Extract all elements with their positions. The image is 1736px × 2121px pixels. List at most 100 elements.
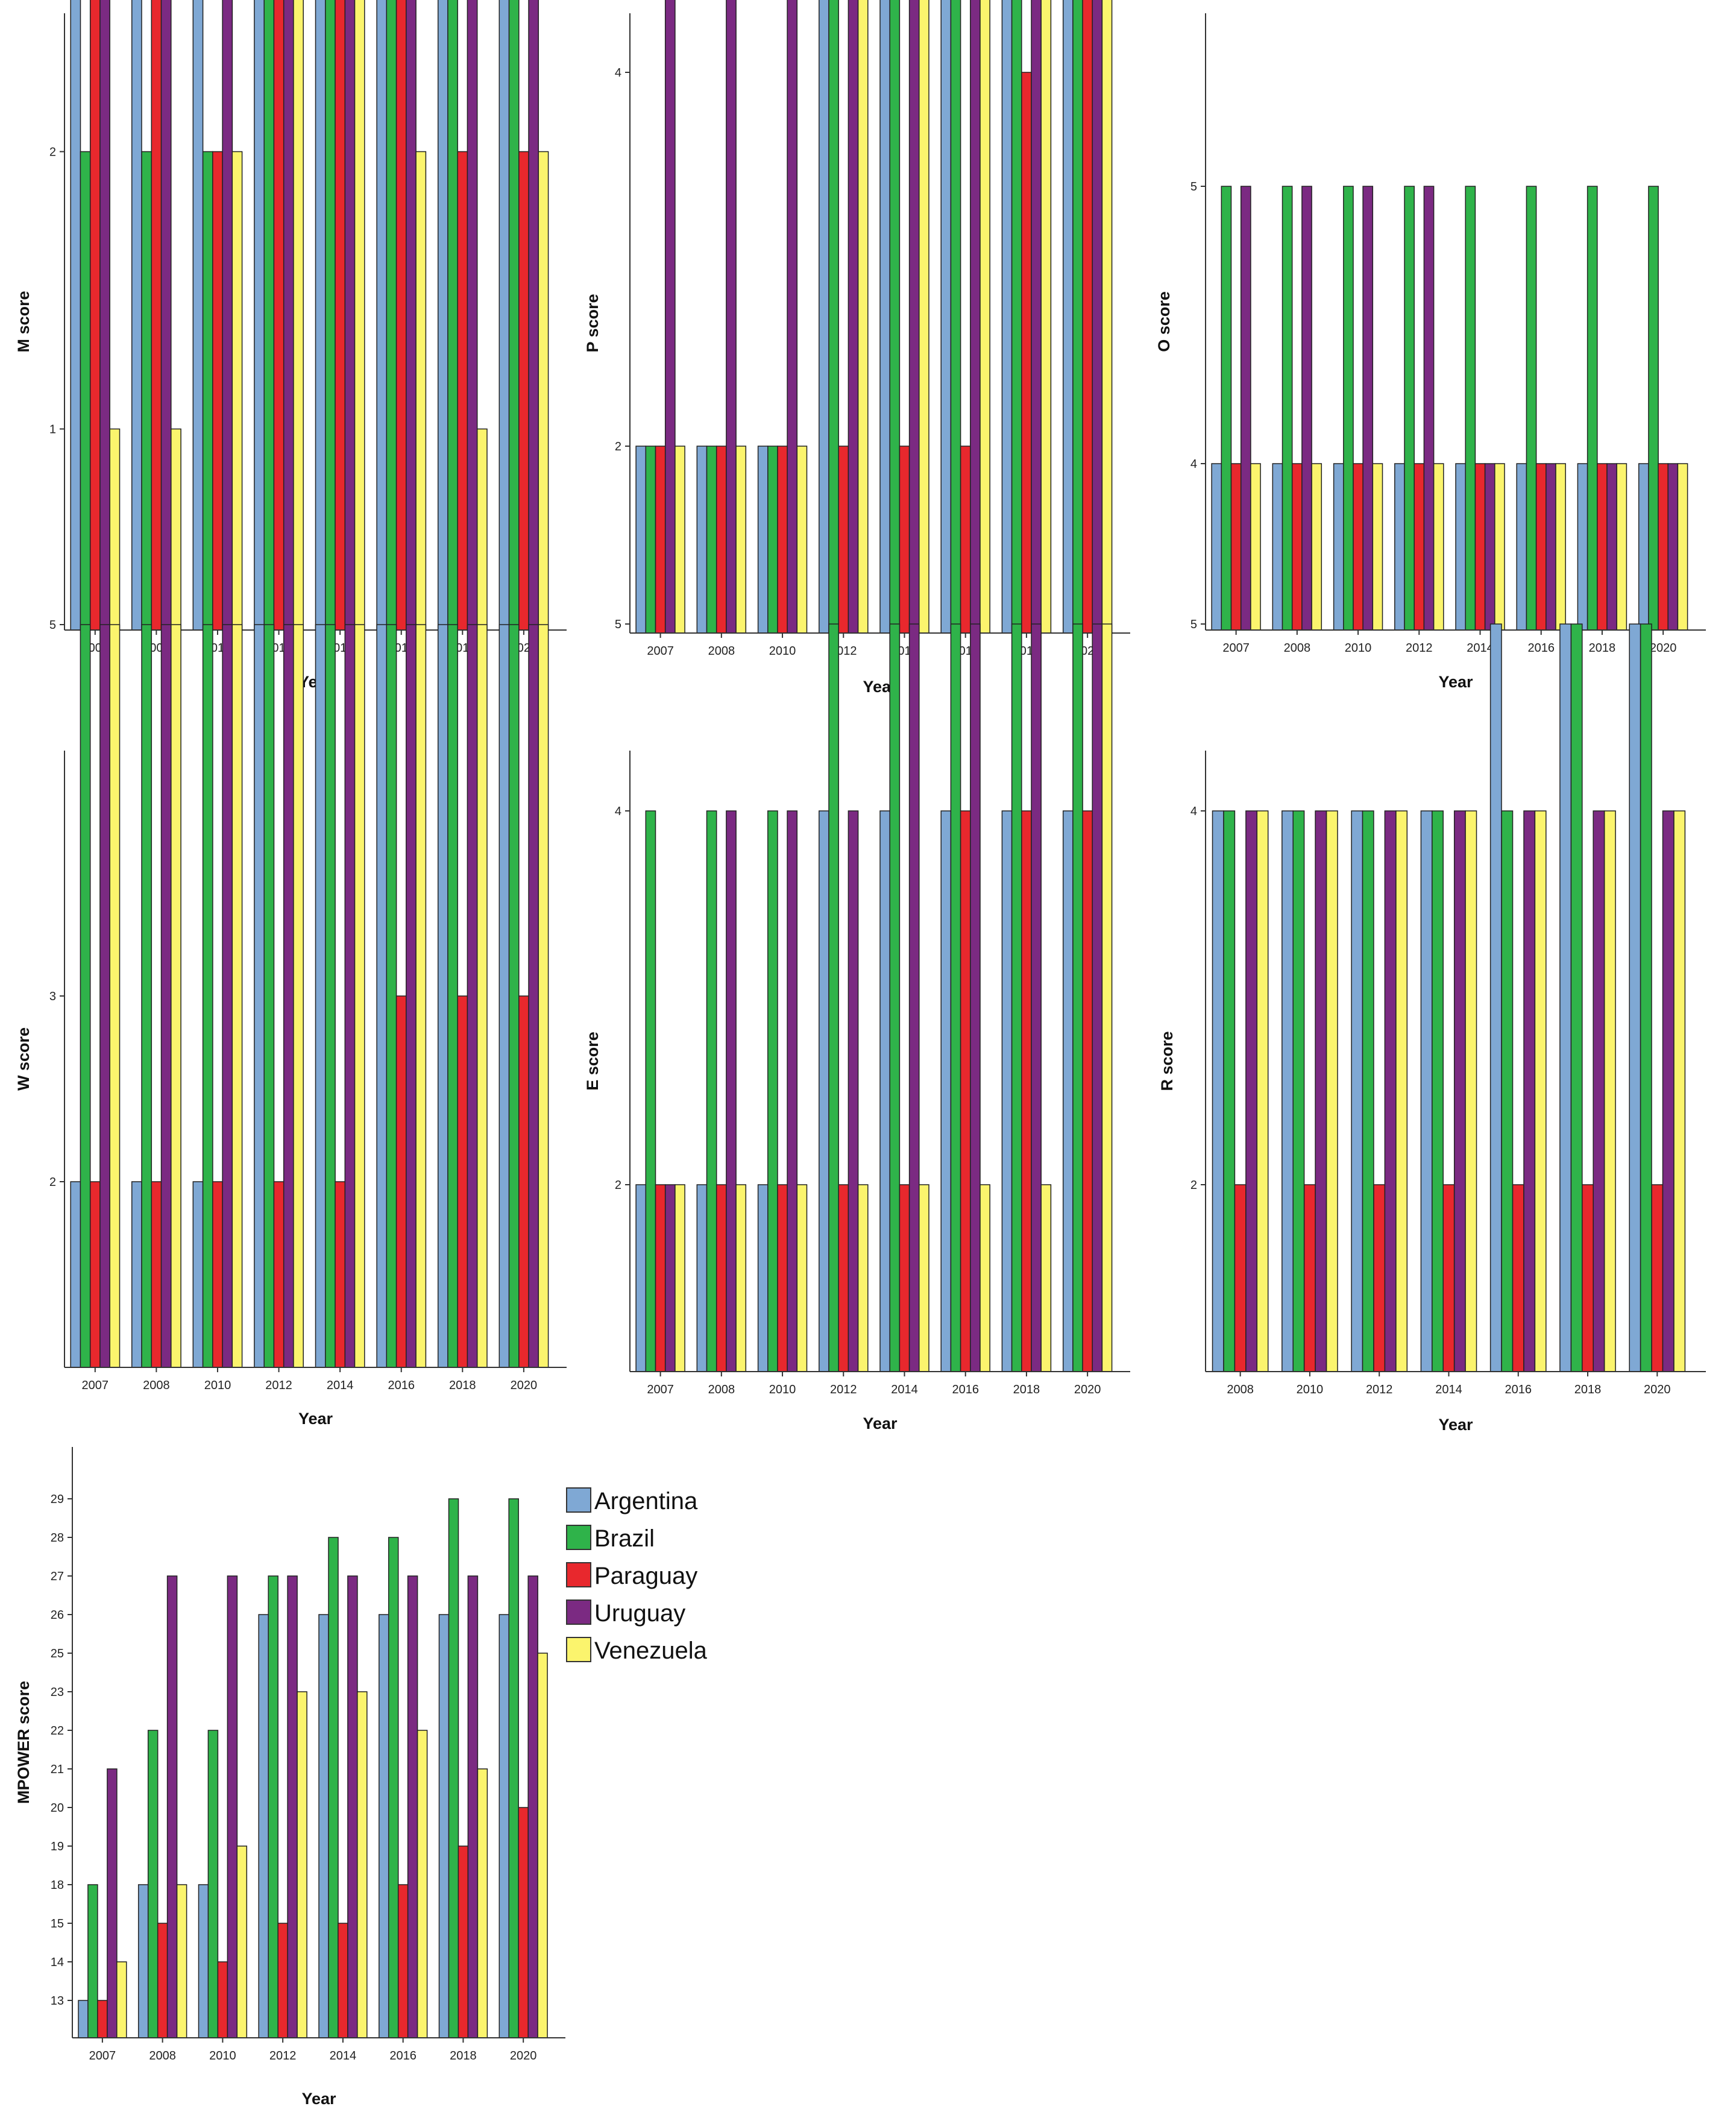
bar-argentina-2008 [696,1184,708,1372]
bar-uruguay-2007 [664,1184,676,1372]
x-tick-label: 2010 [769,644,796,658]
x-tick-label: 2012 [1406,641,1433,655]
y-tick-label: 4 [615,805,621,818]
bar-venezuela-2008 [735,446,747,634]
bar-venezuela-2010 [796,446,808,634]
bar-uruguay-2020 [1667,463,1679,631]
bar-brazil-2007 [80,151,91,631]
bar-paraguay-2016 [397,1884,409,2038]
bar-uruguay-2008 [166,1575,178,2038]
legend-label-venezuela: Venezuela [594,1637,708,1664]
x-tick-label: 2007 [647,644,674,658]
y-tick-label: 21 [51,1763,64,1776]
y-tick-label: 28 [51,1531,64,1545]
bar-uruguay-2016 [1546,463,1556,631]
bar-brazil-2008 [706,810,717,1372]
chart-mpower: 13 14 15 18 19 20 21 22 23 25 26 27 28 29 2007 2008 2010… [14,1447,565,2108]
bar-uruguay-2014 [344,624,356,1368]
bar-venezuela-2020 [1677,463,1688,631]
bar-uruguay-2016 [406,0,417,631]
x-tick-label: 2008 [708,1383,735,1396]
x-tick-label: 2020 [1650,641,1677,655]
bar-uruguay-2008 [160,0,172,631]
bar-paraguay-2014 [338,1923,348,2038]
bar-paraguay-2020 [518,151,529,631]
x-tick-label: 2016 [388,1379,415,1392]
bar-argentina-2020 [1629,623,1641,1372]
bar-brazil-2014 [1465,186,1476,631]
bar-argentina-2014 [1455,463,1466,631]
y-tick-label: 2 [49,1176,56,1189]
bar-paraguay-2016 [395,995,407,1368]
bar-brazil-2007 [645,810,656,1372]
bar-paraguay-2016 [1512,1184,1524,1372]
legend-swatch-brazil [566,1525,591,1550]
bar-venezuela-2010 [1326,810,1338,1372]
bar-paraguay-2012 [1414,463,1425,631]
bar-uruguay-2010 [787,810,798,1372]
bar-paraguay-2010 [212,151,223,631]
bar-argentina-2018 [1001,810,1013,1372]
bar-venezuela-2020 [538,624,549,1368]
bar-paraguay-2007 [1230,463,1242,631]
bar-paraguay-2014 [899,1184,910,1372]
bar-brazil-2014 [328,1537,339,2038]
x-tick-label: 2016 [1527,641,1555,655]
bar-brazil-2012 [1404,186,1415,631]
y-axis-title: R score [1158,1031,1176,1091]
bar-brazil-2016 [386,624,397,1368]
bar-brazil-2012 [268,1575,278,2038]
bar-brazil-2008 [141,151,153,631]
bar-brazil-2012 [828,0,839,634]
bar-venezuela-2018 [477,1768,488,2038]
bar-brazil-2010 [1343,186,1354,631]
bar-venezuela-2016 [1534,810,1547,1372]
bar-uruguay-2008 [160,624,172,1368]
bar-paraguay-2012 [838,1184,849,1372]
y-tick-label: 5 [615,618,621,631]
bar-argentina-2012 [819,810,829,1372]
bar-venezuela-2012 [297,1691,307,2038]
bar-venezuela-2010 [236,1845,248,2038]
bar-paraguay-2016 [1535,463,1547,631]
bar-paraguay-2010 [777,1184,788,1372]
bar-venezuela-2020 [1101,0,1113,634]
x-tick-label: 2012 [265,1379,292,1392]
bar-argentina-2020 [498,1614,510,2038]
bar-uruguay-2016 [1523,810,1536,1372]
bar-brazil-2012 [263,0,275,631]
bar-paraguay-2012 [277,1923,288,2038]
bar-paraguay-2010 [1303,1184,1316,1372]
bar-venezuela-2014 [919,0,929,634]
bar-paraguay-2012 [1373,1184,1386,1372]
bar-argentina-2016 [376,0,388,631]
bar-paraguay-2020 [1082,810,1093,1372]
bar-venezuela-2007 [109,624,121,1368]
bar-venezuela-2012 [857,0,869,634]
y-tick-label: 22 [51,1724,64,1738]
bar-paraguay-2008 [1291,463,1303,631]
bar-argentina-2010 [198,1884,209,2038]
bar-argentina-2012 [254,624,265,1368]
bar-paraguay-2010 [777,446,788,634]
y-axis-title: E score [583,1032,602,1091]
bar-venezuela-2018 [1603,810,1616,1372]
bar-brazil-2016 [386,0,397,631]
bar-argentina-2010 [757,446,769,634]
bar-argentina-2007 [70,1181,81,1368]
bar-paraguay-2010 [217,1961,228,2038]
x-tick-label: 2018 [450,2049,477,2063]
chart-o: 4 5 2007 2008 2010 2012 2014 2016 2018 2020 Year O … [1155,13,1706,691]
x-tick-label: 2014 [891,1383,918,1396]
bar-uruguay-2008 [1245,810,1258,1372]
bar-uruguay-2012 [287,1575,298,2038]
legend-swatch-uruguay [566,1599,591,1625]
bar-argentina-2014 [315,0,326,631]
x-tick-label: 2010 [209,2049,236,2063]
bar-uruguay-2014 [1453,810,1466,1372]
bar-venezuela-2012 [1433,463,1444,631]
bar-argentina-2010 [192,1181,204,1368]
bar-brazil-2007 [80,624,91,1368]
bar-uruguay-2018 [1606,463,1617,631]
bar-argentina-2012 [258,1614,269,2038]
